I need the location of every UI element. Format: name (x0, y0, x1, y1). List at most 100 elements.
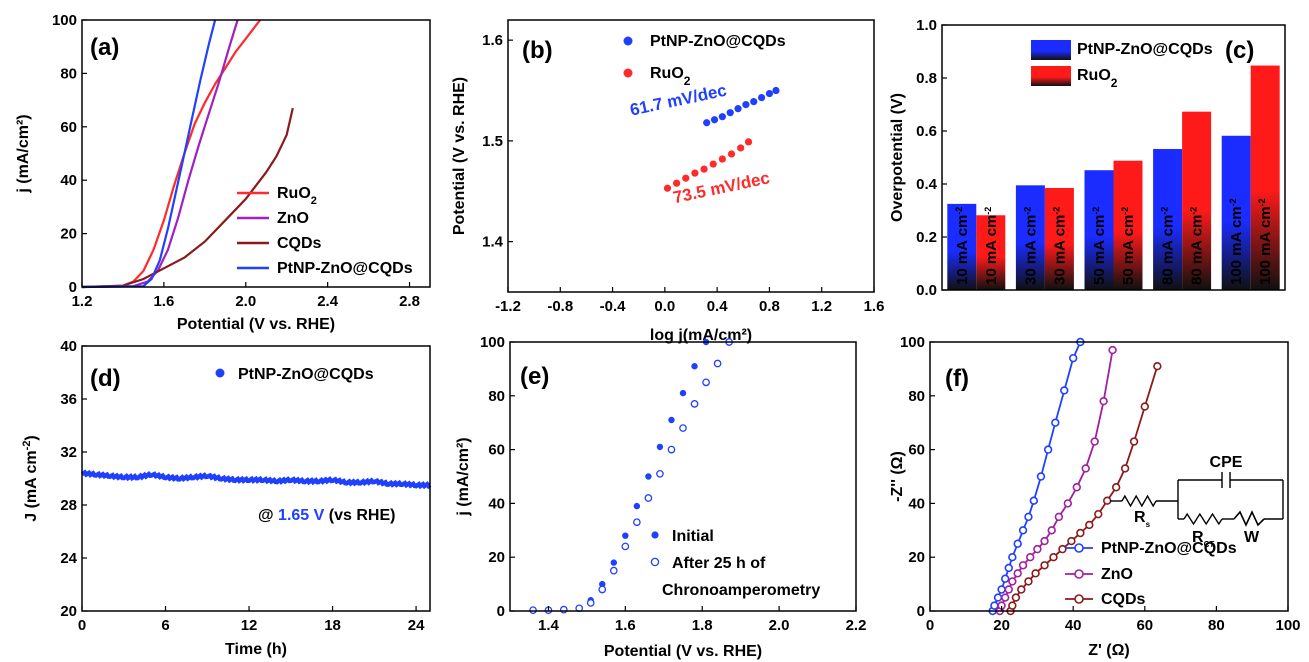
data-point (1013, 569, 1022, 578)
legend-marker (650, 557, 660, 567)
x-axis-label: Z' (Ω) (1088, 642, 1130, 659)
data-point (709, 160, 717, 168)
data-point (713, 359, 722, 368)
bar (1113, 160, 1143, 290)
legend-entry: CQDs (277, 235, 322, 252)
data-point (702, 378, 710, 387)
resistor-symbol (1121, 494, 1157, 508)
y-tick-label: 40 (60, 338, 77, 355)
legend-entry: Chronoamperometry (662, 582, 820, 599)
bar (947, 203, 977, 290)
data-point (656, 443, 664, 451)
x-axis-label: Potential (V vs. RHE) (177, 316, 335, 333)
data-point (1120, 464, 1130, 473)
x-tick-label: 0 (926, 617, 934, 634)
panel-label: (e) (520, 363, 549, 390)
x-tick-label: 0.0 (654, 298, 675, 315)
y-tick-label: 28 (60, 497, 77, 514)
data-point (1051, 418, 1060, 427)
x-tick-label: 100 (1275, 617, 1300, 634)
data-point (598, 585, 607, 594)
data-point (1000, 574, 1010, 583)
data-point (1029, 496, 1039, 505)
y-tick-label: 0.8 (916, 70, 937, 87)
y-axis-label: j (mA/cm²) (455, 437, 472, 516)
x-tick-label: 2.0 (769, 617, 790, 634)
data-point (744, 138, 753, 146)
y-tick-label: 80 (60, 65, 77, 82)
data-point (1017, 585, 1026, 594)
y-tick-label: 0 (69, 279, 77, 296)
data-point (1033, 544, 1042, 554)
data-point (679, 424, 687, 432)
bar-category-label: 10 mA cm-2 (983, 207, 1000, 285)
x-tick-label: 20 (993, 617, 1010, 634)
data-point (1026, 552, 1035, 562)
data-point (1068, 353, 1078, 363)
data-point (710, 116, 719, 124)
x-tick-label: 1.4 (538, 617, 560, 634)
panel-e: 1.4 1.6 1.8 2.0 2.2 0 20 40 60 80 100 Potential (V … (455, 334, 866, 660)
slope-annotation: 61.7 mV/dec (628, 81, 728, 120)
data-point (1103, 496, 1112, 505)
legend-marker (1074, 594, 1084, 604)
bar (1221, 135, 1251, 290)
data-point (1013, 539, 1022, 548)
x-axis-label: Time (h) (225, 641, 287, 658)
panel-b: -1.2 -0.8 -0.4 0.0 0.4 0.8 1.2 1.61.41.51.6log … (451, 19, 885, 344)
x-tick-label: 1.6 (615, 617, 636, 634)
data-point (691, 169, 699, 177)
y-axis-label: J (mA cm-2) (21, 435, 40, 522)
legend-entry: RuO2 (277, 185, 317, 207)
data-point (700, 165, 708, 173)
bar (976, 215, 1006, 290)
x-tick-label: 1.6 (864, 298, 885, 315)
potential-annotation: @ 1.65 V (vs RHE) (258, 507, 395, 524)
y-tick-label: 20 (908, 549, 925, 566)
x-tick-label: 1.6 (153, 293, 174, 310)
legend-entry: ZnO (277, 210, 309, 227)
legend-entry: RuO2 (650, 65, 691, 88)
legend-entry: Initial (672, 528, 714, 545)
data-point (718, 155, 726, 163)
data-point (1108, 345, 1117, 355)
y-tick-label: 40 (60, 172, 77, 189)
y-tick-label: 0.4 (916, 176, 938, 193)
panel-d: 0 6 12 18 24 20 24 28 32 36 40 Time (h) J (mA cm-2) (… (21, 338, 432, 658)
data-point (1008, 552, 1017, 562)
plot-frame (941, 24, 1286, 291)
y-tick-label: 0.0 (916, 282, 937, 299)
bar-category-label: 10 mA cm-2 (954, 207, 971, 285)
x-tick-label: 80 (1208, 617, 1225, 634)
panel-label: (d) (90, 365, 121, 392)
legend-entry: CQDs (1101, 591, 1146, 608)
bar-category-label: 100 mA cm-2 (1257, 198, 1274, 285)
data-point (1018, 561, 1028, 570)
x-tick-label: -0.4 (600, 298, 627, 315)
x-tick-label: 0.4 (707, 298, 729, 315)
data-point (610, 559, 617, 566)
panel-label: (a) (90, 34, 119, 61)
panel-label: (c) (1225, 37, 1254, 64)
bar (1182, 111, 1212, 290)
plot-frame (929, 341, 1289, 612)
data-point (1031, 569, 1040, 578)
panel-label: (b) (522, 37, 553, 64)
y-tick-label: 100 (52, 12, 77, 29)
legend-marker (215, 368, 225, 378)
x-tick-label: 2.2 (846, 617, 867, 634)
x-tick-label: 6 (161, 617, 169, 634)
data-point (644, 494, 653, 502)
legend-entry: PtNP-ZnO@CQDs (277, 260, 413, 277)
data-point (997, 585, 1006, 594)
data-point (679, 389, 687, 397)
bar-category-label: 50 mA cm-2 (1091, 207, 1108, 285)
y-tick-label: 36 (60, 391, 77, 408)
x-tick-label: 1.8 (692, 617, 713, 634)
y-axis-label: Overpotential (V) (889, 93, 906, 222)
legend-swatch (1031, 40, 1071, 60)
y-tick-label: 0 (917, 603, 925, 620)
series-line-ptnp-zno-cqds (81, 19, 217, 289)
bar (1044, 187, 1074, 290)
data-point (1099, 396, 1108, 406)
